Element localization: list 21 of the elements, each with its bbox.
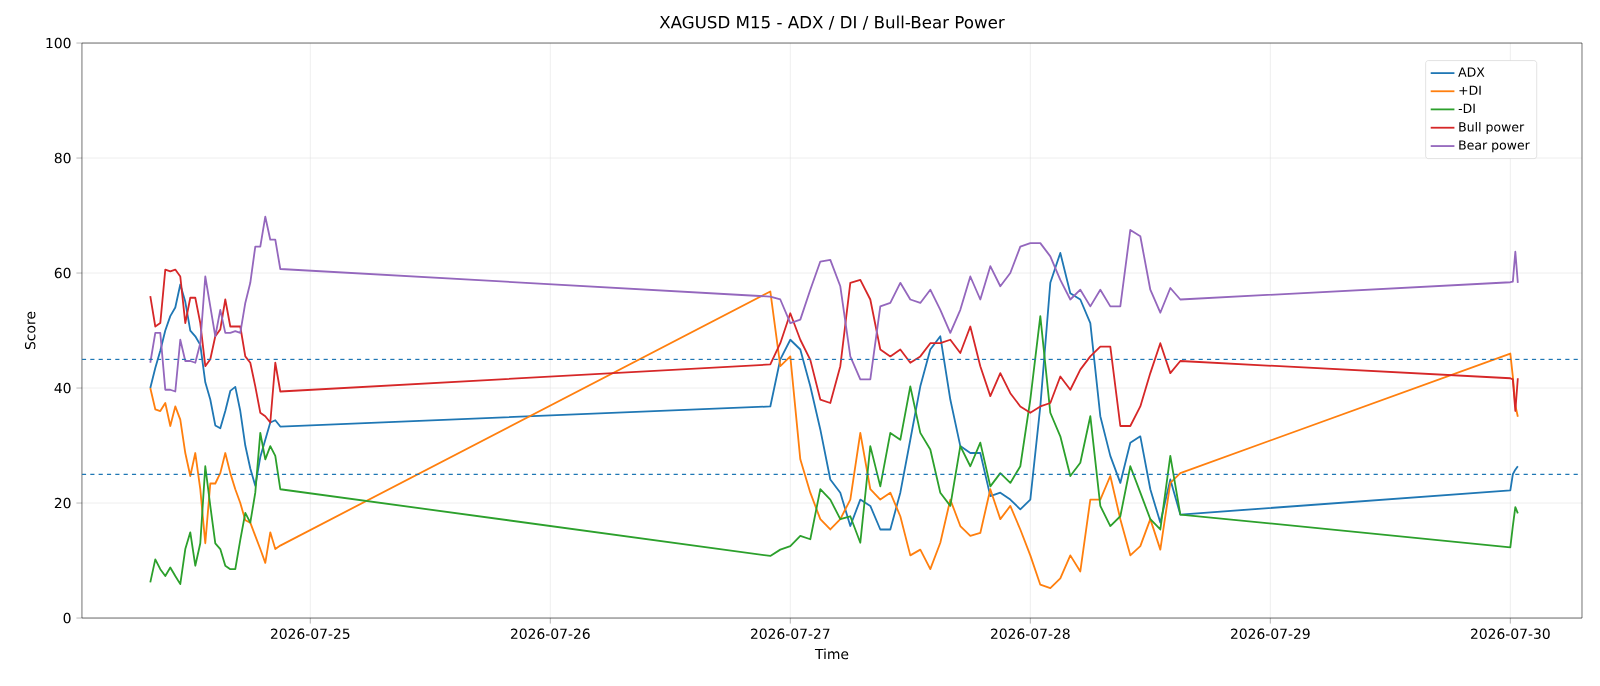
y-tick-label: 60 [54, 267, 71, 279]
legend-label: +DI [1459, 85, 1481, 95]
y-tick-label: 0 [63, 612, 71, 624]
legend-label: Bull power [1459, 121, 1525, 134]
y-tick-label: 40 [54, 382, 71, 394]
x-axis-title: Time [814, 648, 849, 660]
x-tick-label: 2026-07-27 [750, 628, 830, 639]
x-tick-label: 2026-07-28 [990, 628, 1070, 639]
y-tick-label: 100 [46, 37, 71, 49]
legend-label: ADX [1458, 67, 1485, 77]
x-tick-label: 2026-07-30 [1471, 628, 1550, 639]
legend-label: -DI [1458, 103, 1475, 113]
chart-title: XAGUSD M15 - ADX / DI / Bull-Bear Power [659, 15, 1005, 30]
y-tick-label: 80 [54, 152, 71, 164]
x-tick-label: 2026-07-29 [1230, 628, 1310, 639]
x-tick-label: 2026-07-26 [510, 628, 590, 639]
legend-label: Bear power [1459, 140, 1530, 153]
y-axis-title: Score [24, 311, 36, 350]
line-series [149, 215, 1519, 393]
x-tick-label: 2026-07-25 [270, 628, 350, 639]
y-tick-label: 20 [54, 497, 71, 509]
